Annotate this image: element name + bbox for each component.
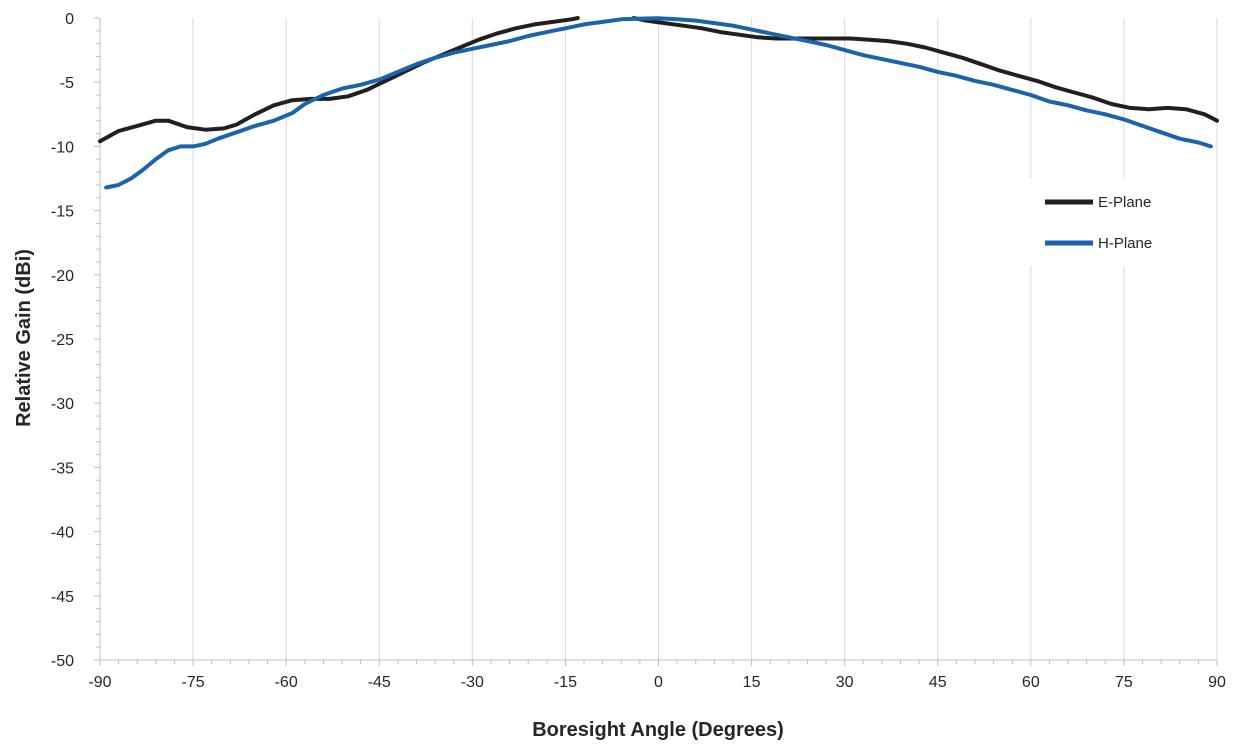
x-tick-label: 45 (929, 674, 947, 691)
series-line-h-plane (104, 16, 1213, 190)
x-tick-label: -15 (554, 674, 577, 691)
legend-label-h-plane: H-Plane (1098, 235, 1152, 252)
x-tick-label: -60 (275, 674, 298, 691)
series-line-e-plane (98, 16, 580, 144)
y-tick-label: -20 (51, 268, 74, 285)
series-lines (98, 16, 1219, 190)
x-tick-label: 90 (1208, 674, 1226, 691)
x-tick-label: 15 (743, 674, 761, 691)
y-tick-label: -25 (51, 332, 74, 349)
x-tick-label: -45 (368, 674, 391, 691)
x-tick-labels: -90 -75 -60 -45 -30 -15 0 15 30 45 60 75 90 (88, 674, 1226, 691)
y-tick-label: 0 (65, 11, 74, 28)
y-tick-label: -50 (51, 653, 74, 670)
x-axis-title: Boresight Angle (Degrees) (532, 719, 784, 741)
x-tick-label: 60 (1022, 674, 1040, 691)
legend: E-Plane H-Plane (1025, 178, 1195, 266)
axes (99, 18, 1217, 661)
x-tick-label: -75 (182, 674, 205, 691)
x-tick-label: 0 (654, 674, 663, 691)
y-tick-labels: 0 -5 -10 -15 -20 -25 -30 -35 -40 -45 -50 (51, 11, 74, 670)
legend-background (1025, 178, 1195, 266)
legend-label-e-plane: E-Plane (1098, 194, 1151, 211)
x-tick-label: -30 (461, 674, 484, 691)
y-tick-label: -5 (60, 75, 74, 92)
series-line-e-plane (631, 16, 1219, 123)
y-tick-label: -35 (51, 460, 74, 477)
x-tick-label: 75 (1115, 674, 1133, 691)
grid-lines (94, 17, 1218, 666)
y-tick-label: -45 (51, 589, 74, 606)
x-tick-label: 30 (836, 674, 854, 691)
y-tick-label: -15 (51, 204, 74, 221)
x-tick-label: -90 (88, 674, 111, 691)
y-tick-label: -10 (51, 139, 74, 156)
y-tick-label: -40 (51, 525, 74, 542)
y-axis-title: Relative Gain (dBi) (13, 249, 35, 427)
y-tick-label: -30 (51, 396, 74, 413)
